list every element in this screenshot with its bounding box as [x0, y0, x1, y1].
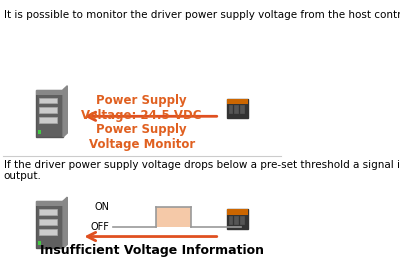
Bar: [36, 201, 63, 248]
Text: Power Supply
Voltage Monitor: Power Supply Voltage Monitor: [88, 123, 195, 151]
Bar: [36, 90, 63, 95]
Bar: [38, 242, 41, 245]
Text: It is possible to monitor the driver power supply voltage from the host controll: It is possible to monitor the driver pow…: [4, 10, 400, 20]
Bar: [38, 130, 41, 134]
Bar: [227, 209, 248, 215]
Text: ON: ON: [95, 202, 110, 212]
Text: If the driver power supply voltage drops below a pre-set threshold a signal is
o: If the driver power supply voltage drops…: [4, 160, 400, 181]
Text: Insufficient Voltage Information: Insufficient Voltage Information: [40, 244, 264, 257]
Bar: [39, 98, 57, 103]
Bar: [240, 216, 244, 224]
Bar: [39, 117, 57, 123]
Bar: [240, 106, 244, 113]
Bar: [227, 209, 248, 229]
Bar: [39, 219, 57, 225]
Bar: [234, 106, 238, 113]
Bar: [39, 229, 57, 235]
Bar: [227, 99, 248, 105]
Polygon shape: [63, 86, 67, 137]
Bar: [227, 99, 248, 118]
Bar: [36, 201, 63, 206]
Polygon shape: [156, 207, 191, 227]
Bar: [234, 216, 238, 224]
Text: OFF: OFF: [91, 222, 110, 232]
Bar: [229, 216, 232, 224]
Bar: [229, 106, 232, 113]
Bar: [39, 209, 57, 215]
Bar: [36, 90, 63, 137]
Polygon shape: [63, 197, 67, 248]
Text: Power Supply
Voltage: 24.5 VDC: Power Supply Voltage: 24.5 VDC: [82, 94, 202, 122]
Bar: [39, 107, 57, 113]
